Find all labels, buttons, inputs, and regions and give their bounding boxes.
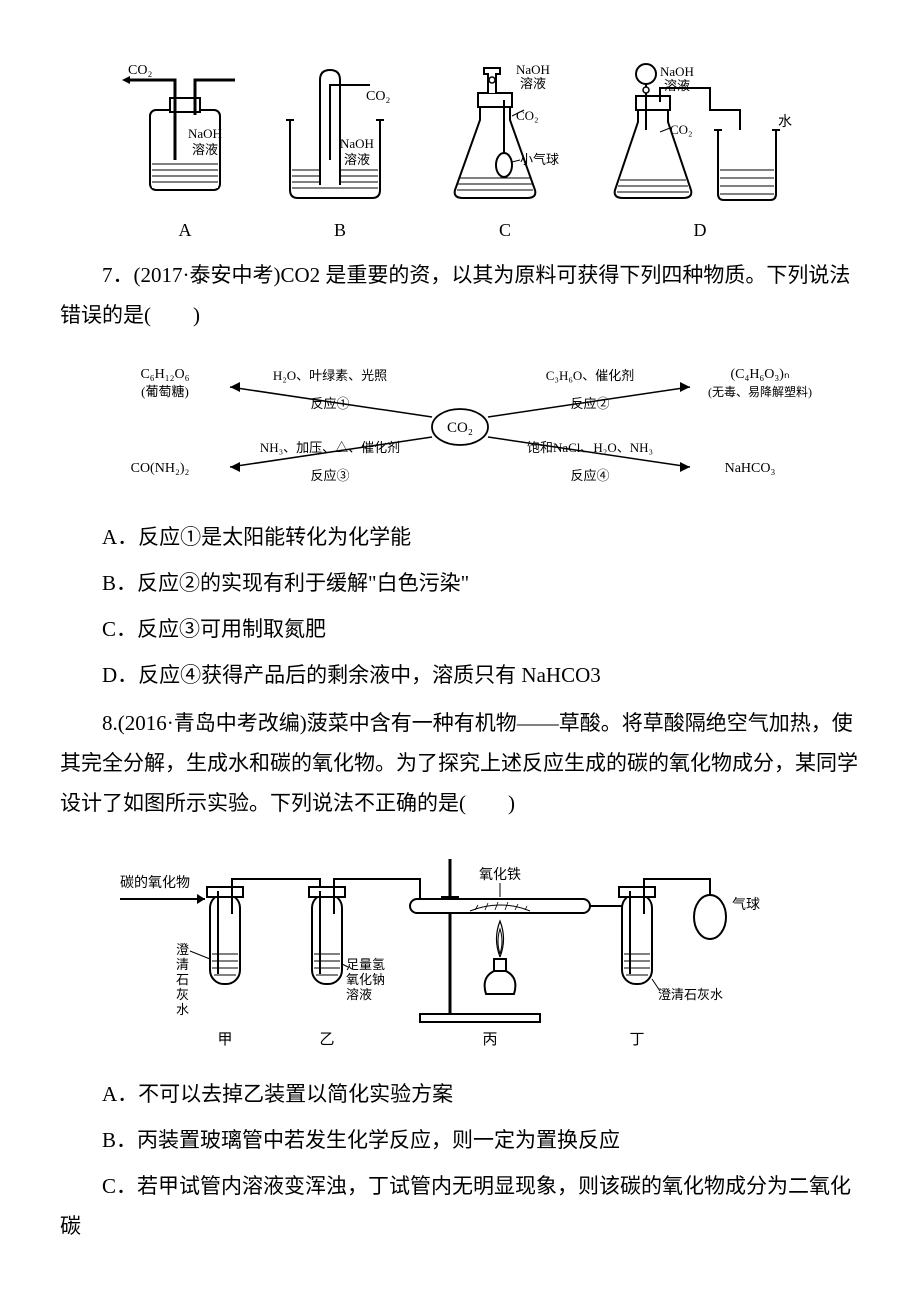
c-naoh-label: NaOH bbox=[516, 62, 550, 77]
q8-ding-content: 澄清石灰水 bbox=[658, 987, 723, 1002]
q7-r3-reagents: NH₃、加压、△、催化剂 bbox=[260, 440, 400, 455]
apparatus-b: CO₂ NaOH 溶液 B bbox=[270, 60, 410, 246]
q7-r1-product: C₆H₁₂O₆ bbox=[140, 367, 189, 382]
apparatus-d-label: D bbox=[694, 214, 707, 246]
apparatus-c: NaOH 溶液 CO₂ 小气球 C bbox=[430, 60, 580, 246]
apparatus-row: CO₂ NaOH 溶液 A CO₂ NaOH 溶液 bbox=[60, 60, 860, 246]
q8-yi-id: 乙 bbox=[319, 1032, 334, 1048]
a-co2-label: CO₂ bbox=[128, 63, 152, 78]
q7-r4-reagents: 饱和NaCl、H₂O、NH₃ bbox=[527, 440, 653, 455]
q8-diagram: 碳的氧化物 甲 澄 清 石 灰 水 bbox=[110, 839, 810, 1059]
q7-r3-label: 反应③ bbox=[310, 468, 349, 483]
q8-jia-c2: 清 bbox=[176, 957, 189, 972]
q7-diagram-wrap: CO₂ H₂O、叶绿素、光照 反应① C₆H₁₂O₆ (葡萄糖) C₃H₆O、催… bbox=[60, 352, 860, 502]
q7-option-b: B．反应②的实现有利于缓解"白色污染" bbox=[60, 564, 860, 604]
q8-jia-c4: 灰 bbox=[176, 987, 189, 1002]
q7-r2-product: (C₄H₆O₃)ₙ bbox=[730, 367, 789, 382]
q8-bing-id: 丙 bbox=[482, 1032, 497, 1048]
q8-bing-content: 氧化铁 bbox=[479, 867, 521, 883]
q7-r1-label: 反应① bbox=[310, 396, 349, 411]
apparatus-d: NaOH 溶液 CO₂ 水 D bbox=[600, 60, 800, 246]
apparatus-b-svg: CO₂ NaOH 溶液 bbox=[270, 60, 410, 210]
q7-r4-product: NaHCO₃ bbox=[725, 461, 776, 476]
q7-stem: 7．(2017·泰安中考)CO2 是重要的资，以其为原料可获得下列四种物质。下列… bbox=[60, 256, 860, 336]
q7-r4-label: 反应④ bbox=[570, 468, 609, 483]
q8-input-label: 碳的氧化物 bbox=[120, 875, 190, 891]
c-co2-label: CO₂ bbox=[516, 108, 539, 123]
apparatus-a: CO₂ NaOH 溶液 A bbox=[120, 60, 250, 246]
q8-diagram-wrap: 碳的氧化物 甲 澄 清 石 灰 水 bbox=[60, 839, 860, 1059]
d-co2-label: CO₂ bbox=[670, 122, 693, 137]
q8-jia-c3: 石 bbox=[176, 972, 189, 987]
q8-balloon-label: 气球 bbox=[732, 897, 760, 913]
q8-jia-c1: 澄 bbox=[176, 942, 189, 957]
q7-center: CO₂ bbox=[447, 420, 473, 436]
a-naoh-label: NaOH bbox=[188, 126, 222, 141]
q8-option-a: A．不可以去掉乙装置以简化实验方案 bbox=[60, 1075, 860, 1115]
q7-r1-note: (葡萄糖) bbox=[141, 384, 189, 399]
a-soln-label: 溶液 bbox=[192, 142, 218, 157]
q8-tube-yi: 乙 足量氢 氧化钠 溶液 bbox=[309, 887, 385, 1048]
q7-r2-label: 反应② bbox=[570, 396, 609, 411]
q7-r2-note: (无毒、易降解塑料) bbox=[708, 384, 812, 399]
q7-r1-reagents: H₂O、叶绿素、光照 bbox=[273, 368, 387, 383]
q8-yi-content2: 氧化钠 bbox=[346, 972, 385, 987]
q7-diagram: CO₂ H₂O、叶绿素、光照 反应① C₆H₁₂O₆ (葡萄糖) C₃H₆O、催… bbox=[90, 352, 830, 502]
q8-option-b: B．丙装置玻璃管中若发生化学反应，则一定为置换反应 bbox=[60, 1121, 860, 1161]
q8-jia-c5: 水 bbox=[176, 1002, 189, 1017]
b-soln-label: 溶液 bbox=[344, 152, 370, 167]
q7-r2-reagents: C₃H₆O、催化剂 bbox=[546, 368, 635, 383]
q7-option-c: C．反应③可用制取氮肥 bbox=[60, 610, 860, 650]
apparatus-c-label: C bbox=[499, 214, 511, 246]
c-soln-label: 溶液 bbox=[520, 76, 546, 91]
q8-tube-jia: 甲 澄 清 石 灰 水 bbox=[176, 887, 243, 1048]
d-soln-label: 溶液 bbox=[664, 78, 690, 93]
q8-jia-id: 甲 bbox=[217, 1032, 232, 1048]
q7-option-d: D．反应④获得产品后的剩余液中，溶质只有 NaHCO3 bbox=[60, 656, 860, 696]
q8-yi-content3: 溶液 bbox=[346, 987, 372, 1002]
apparatus-a-label: A bbox=[179, 214, 192, 246]
d-water-label: 水 bbox=[778, 114, 792, 130]
q7-r3-product: CO(NH₂)₂ bbox=[131, 461, 190, 476]
c-balloon-label: 小气球 bbox=[520, 152, 559, 167]
d-naoh-label: NaOH bbox=[660, 64, 694, 79]
apparatus-a-svg: CO₂ NaOH 溶液 bbox=[120, 60, 250, 210]
q8-yi-content1: 足量氢 bbox=[346, 957, 385, 972]
b-co2-label: CO₂ bbox=[366, 89, 390, 104]
apparatus-c-svg: NaOH 溶液 CO₂ 小气球 bbox=[430, 60, 580, 210]
apparatus-b-label: B bbox=[334, 214, 346, 246]
q8-stem: 8.(2016·青岛中考改编)菠菜中含有一种有机物——草酸。将草酸隔绝空气加热，… bbox=[60, 704, 860, 824]
q7-option-a: A．反应①是太阳能转化为化学能 bbox=[60, 518, 860, 558]
apparatus-d-svg: NaOH 溶液 CO₂ 水 bbox=[600, 60, 800, 210]
b-naoh-label: NaOH bbox=[340, 136, 374, 151]
q8-tube-bing: 氧化铁 丙 bbox=[410, 859, 590, 1048]
q8-ding-id: 丁 bbox=[629, 1032, 644, 1048]
q8-option-c: C．若甲试管内溶液变浑浊，丁试管内无明显现象，则该碳的氧化物成分为二氧化碳 bbox=[60, 1167, 860, 1247]
